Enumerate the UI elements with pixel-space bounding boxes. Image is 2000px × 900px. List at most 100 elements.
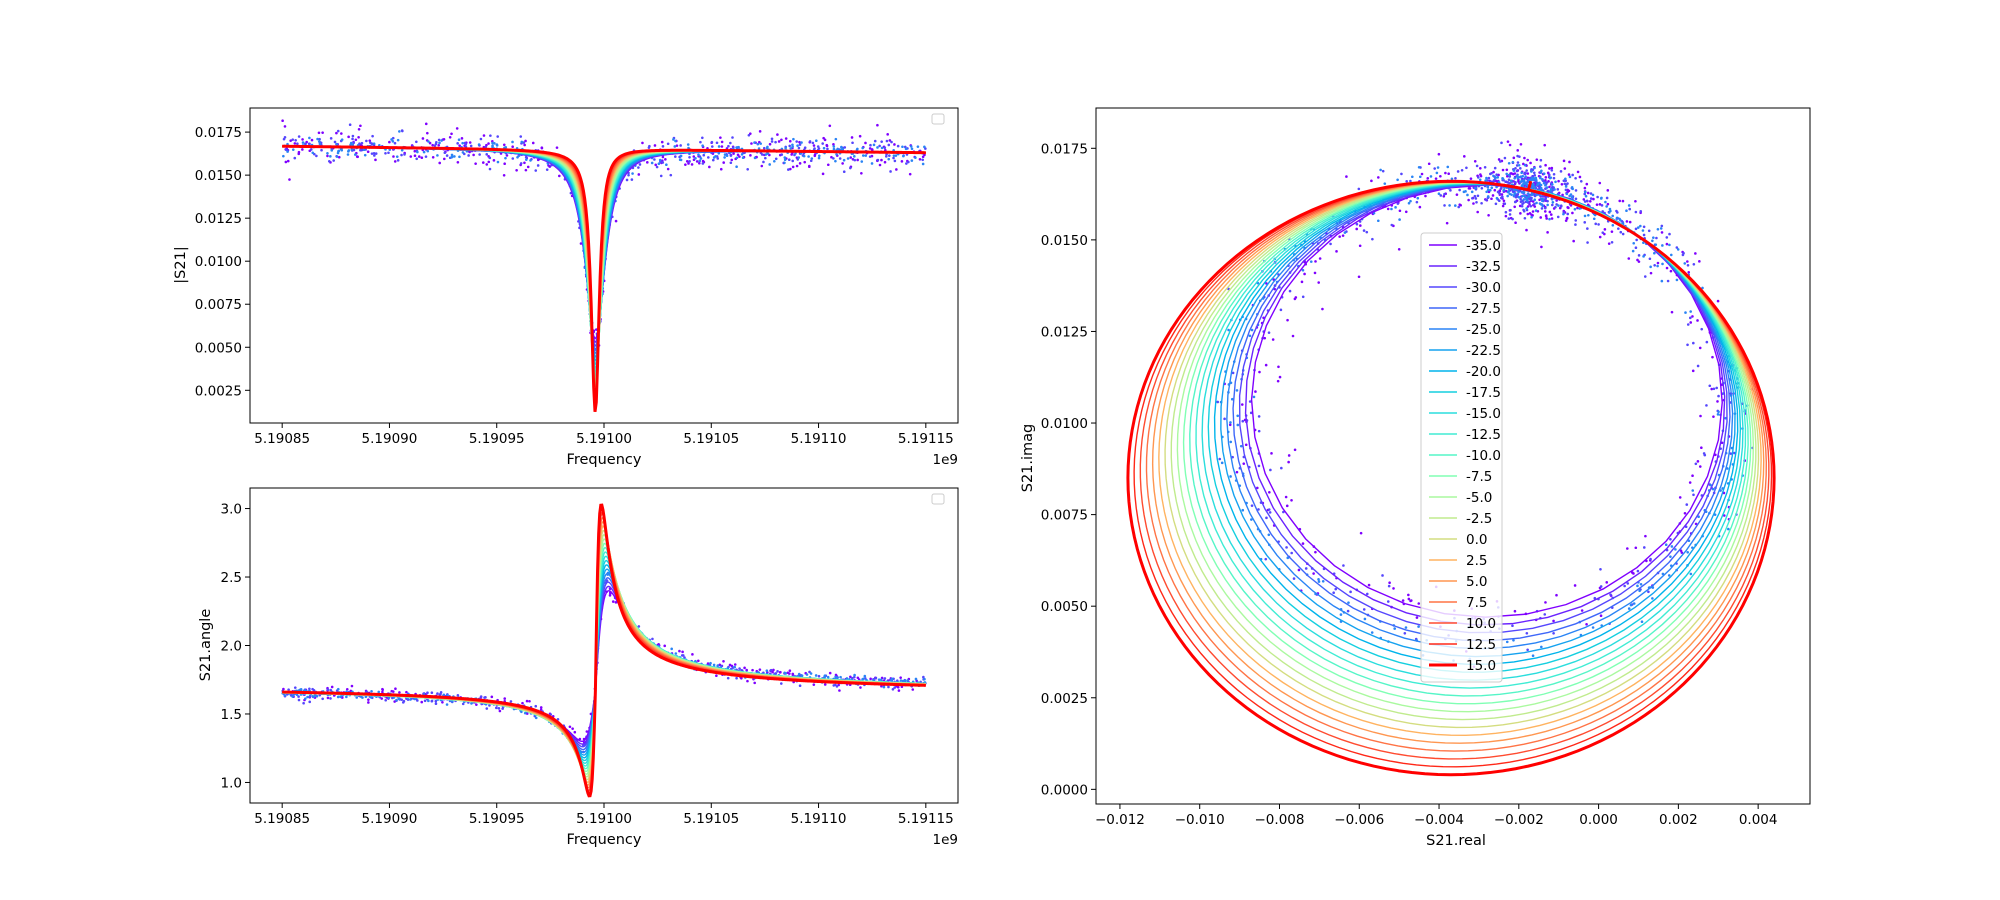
magnitude-scatter-point [788,139,792,143]
iq-scatter-point [1636,569,1640,573]
iq-scatter-point [1510,172,1513,175]
iq-series-line [1176,181,1755,713]
magnitude-scatter-point [403,153,406,156]
iq-legend-label: 12.5 [1466,637,1496,653]
phase-scatter-point [771,670,774,674]
iq-scatter-point [1480,186,1484,190]
iq-scatter-point [1529,204,1533,208]
magnitude-scatter-point [630,178,634,181]
magnitude-scatter-point [363,153,367,157]
magnitude-scatter-point [802,154,806,158]
magnitude-scatter-point [887,157,891,161]
iq-scatter-point [1644,534,1647,538]
magnitude-scatter-point [523,143,526,147]
magnitude-scatter-point [481,161,485,164]
iq-scatter-point [1651,597,1654,600]
iq-scatter-point [1314,260,1317,263]
magnitude-scatter-point [503,162,506,165]
iq-scatter-point [1599,567,1602,571]
iq-scatter-point [1447,172,1450,176]
iq-xtick-label: 0.002 [1659,812,1698,828]
phase-xtick-label: 5.19105 [683,811,739,827]
magnitude-scatter-point [720,140,724,144]
phase-scatter-point [329,688,333,692]
magnitude-scatter-point [758,130,762,133]
iq-scatter-point [1570,195,1574,199]
magnitude-scatter-point [301,138,304,141]
iq-scatter-point [1519,212,1522,215]
iq-scatter-point [1711,487,1715,491]
magnitude-scatter-point [283,125,287,128]
iq-scatter-point [1533,171,1536,175]
magnitude-scatter-point [431,156,435,159]
iq-scatter-point [1267,533,1271,537]
iq-scatter-point [1653,264,1656,267]
magnitude-scatter-point [409,155,413,158]
phase-axes-frame [249,487,959,804]
phase-scatter-point [488,704,491,707]
iq-scatter-point [1362,229,1366,232]
iq-legend-label: -7.5 [1466,469,1492,485]
iq-scatter-point [1355,222,1359,226]
iq-scatter-point [1578,175,1582,179]
iq-legend-label: -5.0 [1466,490,1492,506]
magnitude-scatter-point [310,138,314,142]
magnitude-scatter-point [359,124,362,128]
phase-scatter-point [295,693,299,697]
iq-ytick-label: 0.0100 [1041,416,1088,432]
magnitude-scatter-point [868,147,872,150]
iq-scatter-point [1403,631,1407,635]
iq-scatter-point [1712,415,1715,418]
magnitude-scatter-point [864,141,867,145]
iq-scatter-point [1525,228,1528,232]
phase-xlabel: Frequency [567,832,642,848]
iq-series-line [1170,181,1757,721]
iq-scatter-point [1271,338,1275,341]
magnitude-scatter-point [841,147,844,151]
iq-scatter-point [1454,176,1457,180]
magnitude-scatter-point [851,141,854,145]
iq-scatter-point [1250,518,1253,521]
phase-scatter-point [312,688,316,692]
phase-scatter-point [897,689,901,692]
iq-scatter-point [1543,210,1547,213]
magnitude-scatter-point [737,145,740,149]
magnitude-scatter-point [699,140,702,144]
magnitude-scatter-point [440,139,443,142]
iq-scatter-point [1495,173,1498,176]
magnitude-scatter-point [347,149,351,152]
phase-scatter-point [479,695,483,698]
phase-scatter-point [490,695,494,699]
magnitude-scatter-point [910,147,914,151]
iq-scatter-point [1252,395,1256,399]
phase-scatter-point [849,675,852,679]
iq-scatter-point [1692,263,1696,266]
iq-scatter-point [1521,185,1525,188]
magnitude-scatter-point [773,159,776,163]
iq-scatter-point [1512,188,1516,191]
iq-scatter-point [1437,192,1441,195]
magnitude-scatter-point [813,147,816,150]
iq-scatter-point [1636,584,1639,588]
iq-scatter-point [1473,159,1477,163]
magnitude-scatter-point [707,156,710,159]
magnitude-scatter-point [625,178,629,182]
iq-scatter-point [1291,334,1295,338]
iq-scatter-point [1479,167,1482,170]
magnitude-scatter-point [284,148,288,152]
iq-scatter-point [1276,379,1280,383]
magnitude-scatter-point [883,146,887,149]
iq-legend-label: -32.5 [1466,259,1501,275]
phase-scatter-point [906,679,909,682]
iq-scatter-point [1689,316,1692,320]
iq-scatter-point [1634,210,1638,214]
iq-scatter-point [1383,182,1387,185]
magnitude-scatter-point [876,146,879,149]
magnitude-xtick-label: 5.19105 [683,431,739,447]
iq-scatter-point [1539,216,1543,219]
iq-scatter-point [1235,389,1239,392]
magnitude-scatter-point [699,157,703,160]
iq-scatter-point [1729,452,1733,455]
magnitude-scatter-point [301,148,304,151]
magnitude-scatter-point [294,138,297,142]
